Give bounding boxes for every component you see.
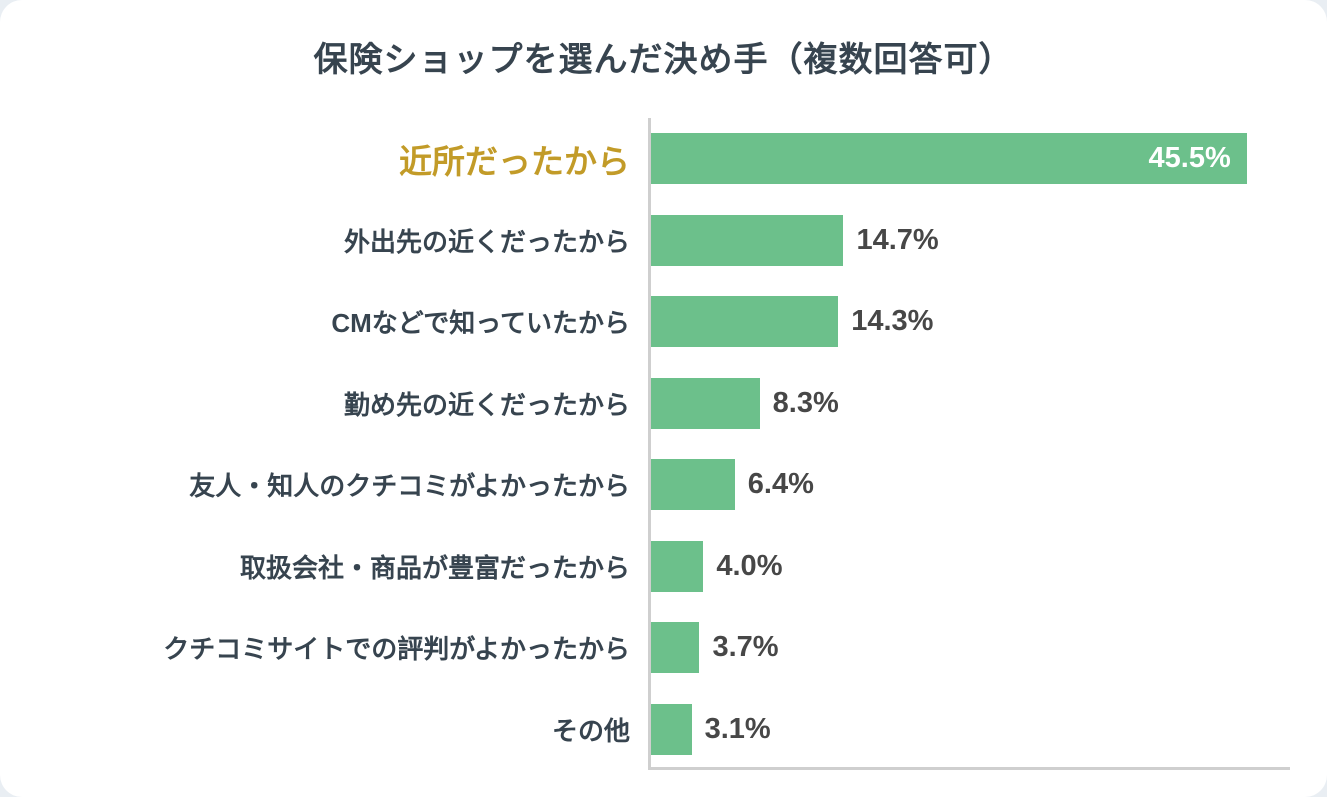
category-label: 勤め先の近くだったから — [343, 389, 630, 420]
value-label: 14.3% — [851, 305, 934, 338]
category-label: 近所だったから — [399, 142, 630, 180]
bar: 45.5% — [651, 133, 1247, 185]
value-label: 6.4% — [747, 468, 814, 501]
bar — [651, 622, 700, 674]
bar-track: 8.3% — [648, 363, 1290, 445]
chart-title: 保険ショップを選んだ決め手（複数回答可） — [313, 41, 1014, 79]
value-label: 3.7% — [712, 631, 779, 664]
bar — [651, 540, 704, 592]
category-label: 友人・知人のクチコミがよかったから — [189, 471, 630, 502]
value-label: 3.1% — [704, 712, 771, 745]
value-label: 45.5% — [1148, 142, 1231, 175]
bar-track: 45.5% — [648, 118, 1290, 200]
value-label: 4.0% — [716, 549, 783, 582]
category-label: 外出先の近くだったから — [343, 226, 630, 257]
bar — [651, 377, 760, 429]
category-label: その他 — [551, 715, 630, 746]
bar-track: 14.7% — [648, 200, 1290, 282]
bar — [651, 214, 844, 266]
bar — [651, 459, 735, 511]
bar-track: 14.3% — [648, 281, 1290, 363]
chart-rows: 近所だったから 45.5% 外出先の近くだったから 14.7% CMなどで知って… — [35, 118, 1290, 770]
category-label: 取扱会社・商品が豊富だったから — [239, 552, 630, 583]
x-axis-line — [648, 767, 1290, 770]
bar-track: 3.7% — [648, 607, 1290, 689]
category-label: CMなどで知っていたから — [331, 308, 630, 339]
bar — [651, 296, 839, 348]
bar-track: 4.0% — [648, 526, 1290, 608]
bar-track: 3.1% — [648, 689, 1290, 771]
bar — [651, 703, 692, 755]
y-axis-line — [648, 118, 651, 770]
value-label: 14.7% — [856, 223, 939, 256]
category-label: クチコミサイトでの評判がよかったから — [163, 634, 630, 665]
bar-track: 6.4% — [648, 444, 1290, 526]
bar-chart: 近所だったから 45.5% 外出先の近くだったから 14.7% CMなどで知って… — [35, 118, 1290, 770]
value-label: 8.3% — [772, 386, 839, 419]
